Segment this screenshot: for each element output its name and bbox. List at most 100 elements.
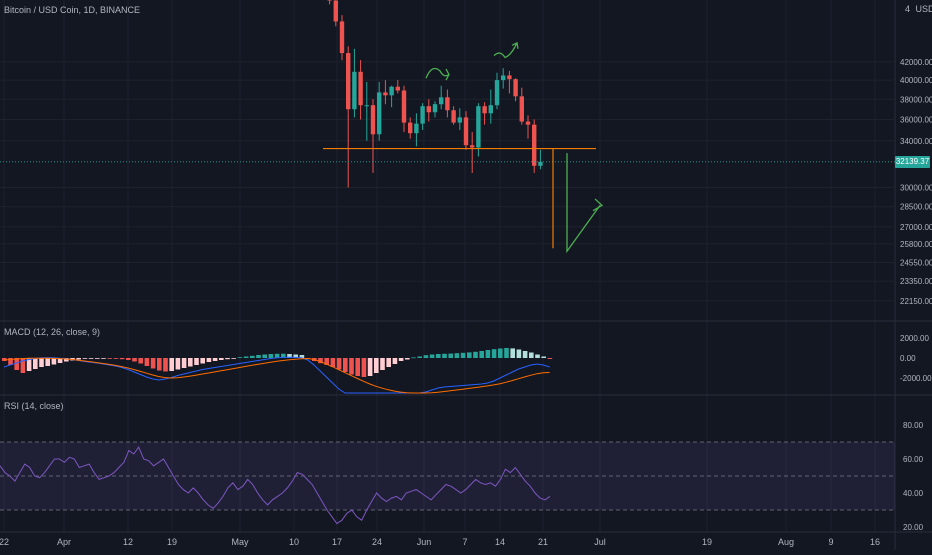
y-tick-label: 40000.00	[900, 76, 932, 85]
macd-histogram-bar	[181, 358, 187, 368]
macd-histogram-bar	[132, 358, 137, 362]
macd-histogram-bar	[76, 358, 81, 360]
x-tick-label: 24	[372, 537, 382, 547]
candle	[333, 0, 338, 27]
macd-title[interactable]: MACD (12, 26, close, 9)	[4, 327, 101, 337]
x-tick-label: May	[231, 537, 249, 547]
x-tick-label: 22	[0, 537, 9, 547]
macd-histogram-bar	[107, 358, 112, 359]
candle	[408, 117, 413, 139]
candle	[519, 87, 524, 125]
candle	[532, 119, 537, 173]
candle	[339, 15, 345, 61]
macd-histogram-bar	[144, 358, 150, 366]
candle	[513, 78, 518, 102]
rsi-title[interactable]: RSI (14, close)	[4, 401, 64, 411]
rsi-tick-label: 60.00	[903, 455, 924, 464]
candle	[470, 132, 475, 173]
macd-histogram-bar	[225, 358, 230, 360]
macd-histogram-bar	[126, 358, 131, 360]
candle-body	[383, 92, 388, 96]
candle	[377, 81, 382, 141]
candle-body	[482, 106, 487, 114]
symbol-title[interactable]: Bitcoin / USD Coin, 1D, BINANCE	[4, 5, 141, 15]
candle-body	[346, 53, 351, 110]
candle-body	[488, 105, 493, 114]
candle	[420, 103, 425, 130]
macd-histogram-bar	[423, 355, 429, 358]
macd-histogram-bar	[479, 351, 484, 358]
shoulder-scribble	[425, 67, 450, 81]
macd-histogram-bar	[485, 350, 491, 358]
macd-histogram-bar	[405, 358, 410, 360]
macd-tick-label: 0.00	[900, 354, 916, 363]
head-scribble	[493, 41, 519, 59]
candle-body	[377, 92, 382, 135]
macd-histogram-bar	[436, 354, 441, 358]
y-tick-label: 27000.00	[900, 223, 932, 232]
macd-histogram-bar	[516, 349, 522, 358]
candle	[451, 106, 456, 125]
macd-histogram-bar	[101, 358, 106, 359]
candle-body	[451, 110, 456, 123]
rsi-tick-label: 80.00	[903, 421, 924, 430]
macd-histogram-bar	[206, 358, 212, 362]
macd-histogram-bar	[361, 358, 367, 377]
candle-body	[414, 123, 419, 134]
macd-histogram-bar	[374, 358, 379, 373]
macd-histogram-bar	[349, 358, 354, 375]
y-tick-label: 36000.00	[900, 115, 932, 124]
candle-body	[408, 122, 413, 134]
macd-tick-label: 2000.00	[900, 334, 929, 343]
macd-histogram-bar	[460, 352, 466, 358]
x-tick-label: Apr	[57, 537, 71, 547]
candle-body	[420, 106, 425, 124]
candle-body	[445, 97, 450, 111]
macd-histogram-bar	[454, 353, 460, 358]
axes: 22 Apr 12 19 May 10 17 24 Jun 7 14 21 Jul 19 Aug 9 16 420…	[0, 58, 932, 547]
x-tick-label: Jul	[594, 537, 606, 547]
user-drawings	[0, 41, 895, 254]
candle	[346, 46, 351, 188]
macd-histogram-bar	[442, 353, 447, 358]
y-tick-label: 25800.00	[900, 240, 932, 249]
x-tick-label: Aug	[778, 537, 794, 547]
candle	[432, 101, 438, 118]
macd-histogram-bar	[26, 358, 32, 371]
signal-line	[3, 357, 550, 394]
macd-histogram-bar	[299, 355, 305, 358]
macd-histogram-bar	[293, 354, 298, 358]
scale-indicator: 4	[905, 4, 911, 14]
candle	[463, 111, 469, 150]
macd-histogram-bar	[330, 358, 336, 367]
macd-histogram-bar	[163, 358, 168, 372]
macd-histogram-bar	[522, 351, 528, 358]
candle	[383, 80, 388, 105]
macd-histogram-bar	[200, 358, 205, 364]
macd-histogram-bar	[39, 358, 44, 367]
candle	[358, 60, 363, 120]
macd-histogram-bar	[535, 354, 540, 358]
candle	[439, 85, 444, 110]
candle-body	[333, 0, 338, 22]
candle	[426, 99, 431, 122]
macd-histogram-bar	[547, 358, 553, 359]
macd-histogram-bar	[64, 358, 69, 362]
candle-body	[470, 145, 475, 148]
candle	[414, 113, 419, 147]
candle	[538, 149, 543, 170]
macd-histogram-bar	[8, 358, 13, 365]
candle	[476, 103, 481, 157]
candle	[507, 70, 512, 94]
x-tick-label: 9	[828, 537, 833, 547]
candle	[395, 80, 400, 94]
macd-histogram-bar	[268, 354, 274, 358]
arrowhead	[592, 198, 604, 212]
y-tick-label: 34000.00	[900, 137, 932, 146]
macd-histogram-bar	[188, 358, 193, 367]
candle-body	[494, 80, 500, 106]
candle-body	[439, 97, 444, 105]
